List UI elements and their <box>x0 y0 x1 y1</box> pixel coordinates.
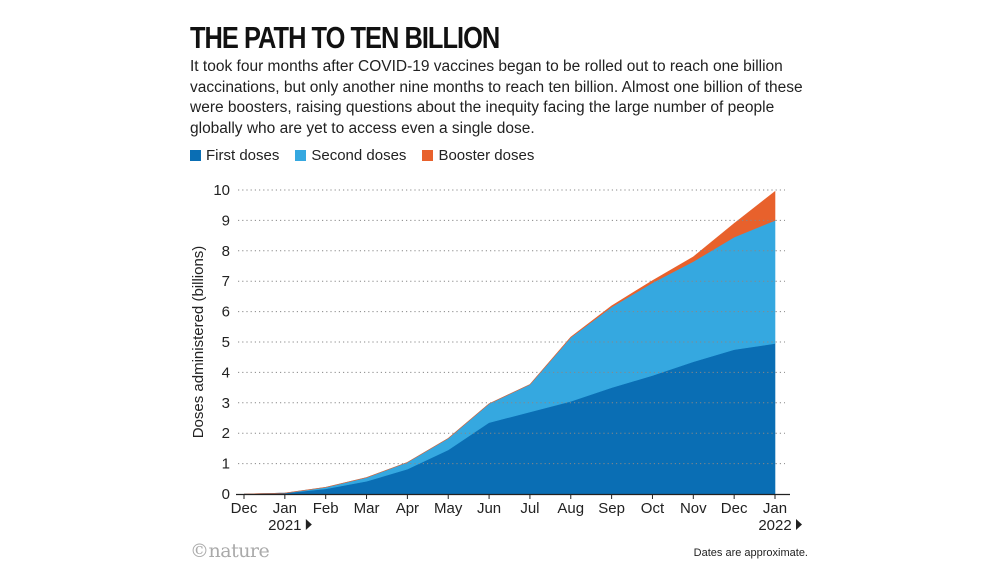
x-tick-label-12: Dec <box>721 500 748 517</box>
x-tick-label-8: Aug <box>557 500 584 517</box>
legend-swatch-second <box>295 150 307 161</box>
year-label-2021: 2021 <box>268 517 301 534</box>
x-tick-label-7: Jul <box>520 500 539 517</box>
year-arrow-2022 <box>796 519 802 530</box>
y-tick-label-8: 8 <box>222 243 230 260</box>
x-tick-label-11: Nov <box>680 500 707 517</box>
y-axis-label: Doses administered (billions) <box>190 246 207 439</box>
x-tick-label-2: Feb <box>313 500 339 517</box>
chart-title: THE PATH TO TEN BILLION <box>190 20 500 55</box>
x-tick-label-5: May <box>434 500 463 517</box>
y-tick-label-9: 9 <box>222 212 230 229</box>
x-tick-label-3: Mar <box>354 500 380 517</box>
x-tick-label-6: Jun <box>477 500 501 517</box>
area-first-doses <box>243 343 776 495</box>
y-tick-label-1: 1 <box>222 456 230 473</box>
y-tick-label-3: 3 <box>222 395 230 412</box>
x-tick-label-1: Jan <box>273 500 297 517</box>
legend-label-second: Second doses <box>311 147 407 164</box>
legend-swatch-first <box>190 150 201 161</box>
y-tick-label-5: 5 <box>222 334 230 351</box>
chart-subtitle: It took four months after COVID-19 vacci… <box>190 58 803 137</box>
y-tick-label-6: 6 <box>222 304 230 321</box>
footnote: Dates are approximate. <box>693 547 808 559</box>
legend-item-booster: Booster doses <box>422 147 534 164</box>
x-tick-label-9: Sep <box>598 500 625 517</box>
legend-swatch-booster <box>422 150 434 161</box>
y-tick-label-7: 7 <box>222 273 230 290</box>
year-arrow-2021 <box>305 519 312 530</box>
x-tick-label-10: Oct <box>641 500 665 517</box>
x-tick-label-13: Jan <box>763 500 787 517</box>
area-booster-doses <box>243 190 776 495</box>
year-label-2022: 2022 <box>758 517 791 534</box>
legend-label-first: First doses <box>206 147 280 164</box>
legend: First doses Second doses Booster doses <box>190 147 550 164</box>
y-tick-label-2: 2 <box>222 425 230 442</box>
x-tick-label-4: Apr <box>396 500 419 517</box>
legend-label-booster: Booster doses <box>438 147 535 164</box>
legend-item-first: First doses <box>190 147 279 164</box>
x-tick-label-0: Dec <box>231 500 258 517</box>
y-tick-label-0: 0 <box>222 486 230 503</box>
legend-item-second: Second doses <box>295 147 406 164</box>
y-tick-label-4: 4 <box>222 364 230 381</box>
y-tick-label-10: 10 <box>213 182 230 199</box>
nature-logo: ©nature <box>190 540 270 562</box>
